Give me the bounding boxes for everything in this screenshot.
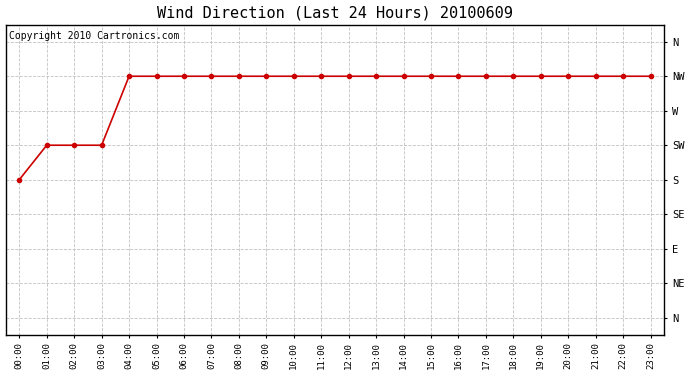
Text: Copyright 2010 Cartronics.com: Copyright 2010 Cartronics.com (9, 31, 179, 41)
Title: Wind Direction (Last 24 Hours) 20100609: Wind Direction (Last 24 Hours) 20100609 (157, 6, 513, 21)
